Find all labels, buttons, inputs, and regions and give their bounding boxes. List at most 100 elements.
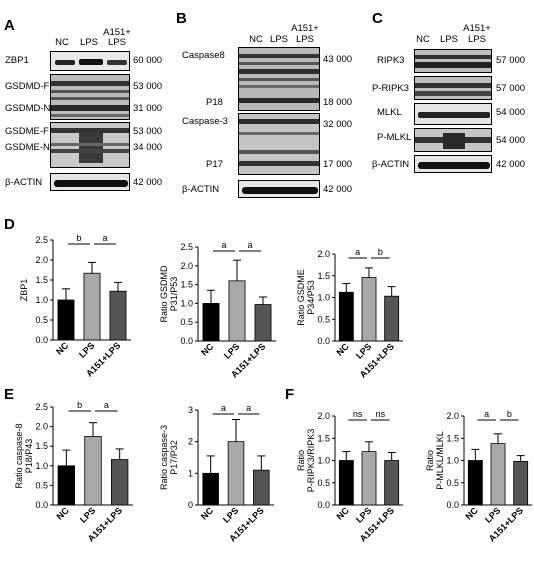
y-tick-label: 0.5 [317,478,330,488]
y-tick-label: 0.5 [180,317,193,327]
blot-mw-p18: 18 000 [323,97,353,108]
y-tick-label: 1.5 [446,433,459,443]
blot-mlkl [414,103,492,125]
bar-nc [57,465,75,506]
bar-lps [228,280,246,342]
y-axis-label: ZBP1 [19,279,29,302]
blot-mw-actin-b: 42 000 [323,184,353,195]
lane-label-a151-lps: LPS [108,37,126,48]
blot-label-p17: P17 [206,159,223,170]
lane-label-a151: A151+ [103,27,131,38]
bar-nc [57,299,75,341]
blot-mw-casp3: 32 000 [323,119,353,130]
y-axis-label: P-RIPK3/RIPK3 [306,429,316,493]
lane-label-lps: LPS [80,37,98,48]
bar-nc [202,302,220,342]
y-tick-label: 2.0 [317,411,330,421]
y-axis-label: P34/P53 [306,280,316,315]
y-tick-label: 2.5 [35,235,48,245]
y-tick-label: 0.0 [317,500,330,510]
y-tick-label: 2.0 [35,422,48,432]
blot-ripk3 [414,49,492,73]
blot-mw-mlkl: 54 000 [496,107,526,118]
lane-label-a151-lps-b: LPS [296,34,314,45]
panel-label-f: F [285,386,295,403]
blot-label-pripk3: P-RIPK3 [372,83,409,94]
panel-label-e: E [4,386,15,403]
y-tick-label: 2.0 [317,249,330,259]
category-label: LPS [78,505,97,524]
blot-label-gsdmef: GSDME-F [5,126,49,137]
blot-gsdmd [50,74,130,120]
blot-label-actin-c: β-ACTIN [372,159,410,170]
y-tick-label: 1.0 [317,456,330,466]
y-tick-label: 1.0 [35,295,48,305]
bar-a151-lps [254,304,272,342]
y-tick-label: 0.5 [35,315,48,325]
y-tick-label: 1.0 [35,461,48,471]
chart-e1: 0.0 0.5 1.0 1.5 2.0 2.5 Ratio caspase-8 P18/P43… [14,400,133,544]
y-tick-label: 0.0 [35,500,48,510]
significance-label: a [104,400,109,410]
bar-lps [490,443,506,506]
bar-nc [467,460,483,506]
y-tick-label: 1 [188,468,193,478]
blot-label-ripk3: RIPK3 [377,55,405,66]
y-tick-label: 2.5 [35,402,48,412]
y-tick-label: 0 [188,500,193,510]
blot-label-casp8: Caspase8 [182,50,225,61]
category-label: LPS [221,505,240,524]
y-tick-label: 1.0 [317,293,330,303]
panel-label-d: D [4,216,15,233]
y-tick-label: 2.0 [446,411,459,421]
significance-label: a [221,240,226,250]
blot-actin-a [50,173,130,191]
y-axis-label: Ratio [296,450,306,471]
blot-mw-casp8: 43 000 [323,54,353,65]
category-label: LPS [222,341,241,360]
y-tick-label: 1.5 [35,441,48,451]
lane-label-nc-b: NC [249,34,263,45]
y-axis-label: P31/P53 [169,277,179,312]
category-label: NC [334,341,351,358]
category-label: NC [463,505,480,522]
blot-mw-gsdmen: 34 000 [133,142,163,153]
y-axis-label: P-MLKL/MLKL [435,431,445,490]
blot-gsdme [50,122,130,168]
blot-label-p18: P18 [206,97,223,108]
y-tick-label: 1.5 [317,271,330,281]
y-tick-label: 1.5 [317,433,330,443]
y-tick-label: 2 [188,437,193,447]
y-tick-label: 0.0 [317,336,330,346]
bar-nc [202,472,219,506]
bar-a151-lps [111,459,129,506]
lane-label-nc-c: NC [416,34,430,45]
y-tick-label: 1.5 [180,280,193,290]
blot-mw-actin-c: 42 000 [496,159,526,170]
significance-label: a [355,247,360,257]
blot-label-actin-a: β-ACTIN [5,177,43,188]
category-label: LPS [77,340,96,359]
significance-label: b [378,247,383,257]
y-tick-label: 2.5 [180,242,193,252]
significance-label: a [221,403,226,413]
category-label: NC [334,505,351,522]
blot-label-mlkl: MLKL [377,107,402,118]
bar-lps [361,451,377,506]
y-tick-label: 2.0 [35,255,48,265]
blot-pmlkl [414,128,492,152]
chart-d2: 0.0 0.5 1.0 1.5 2.0 2.5 Ratio GSDMD P31/P53 NC LP… [159,240,276,380]
bar-a151-lps [384,295,400,342]
category-label: NC [199,505,216,522]
y-tick-label: 0.0 [180,336,193,346]
bar-lps [84,435,102,506]
blot-casp3 [238,113,320,175]
blot-mw-gsdmef: 53 000 [133,126,163,137]
lane-label-a151-c: A151+ [463,23,491,34]
bar-a151-lps [513,460,529,506]
bar-nc [338,460,354,506]
significance-label: a [102,233,107,243]
